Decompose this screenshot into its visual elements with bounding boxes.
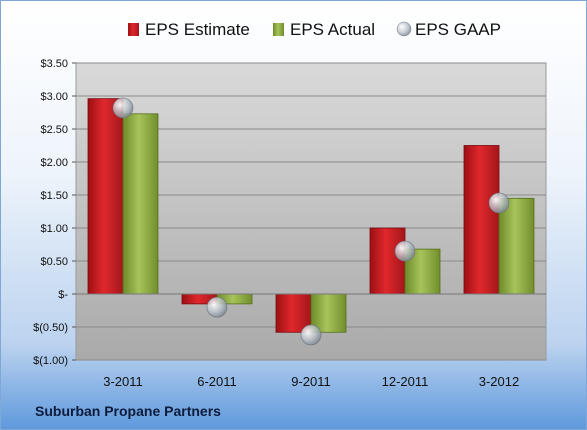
bar-eps-estimate — [463, 145, 500, 295]
x-tick-label: 9-2011 — [291, 374, 331, 389]
x-tick-label: 6-2011 — [197, 374, 237, 389]
bar-eps-estimate — [87, 98, 124, 295]
marker-eps-gaap — [206, 296, 228, 318]
company-name: Suburban Propane Partners — [35, 403, 221, 419]
marker-eps-gaap — [112, 97, 134, 119]
legend-eps-gaap-swatch — [396, 21, 412, 37]
x-tick-label: 12-2011 — [382, 374, 429, 389]
legend-eps-estimate-swatch — [128, 23, 139, 36]
y-axis: $3.50 $3.00 $2.50 $2.00 $1.50 $1.00 $0.50 $- $(0… — [33, 58, 76, 367]
marker-eps-gaap — [300, 324, 322, 346]
y-tick-label: $(1.00) — [33, 355, 68, 367]
y-tick-label: $3.00 — [40, 91, 68, 103]
marker-eps-gaap — [488, 192, 510, 214]
x-tick-label: 3-2011 — [103, 374, 143, 389]
gaap-markers — [112, 97, 510, 346]
y-tick-label: $(0.50) — [33, 322, 68, 334]
legend-eps-actual-label: EPS Actual — [290, 20, 375, 39]
y-tick-label: $3.50 — [40, 58, 68, 70]
bars — [87, 98, 535, 333]
marker-eps-gaap — [394, 240, 416, 262]
y-tick-label: $1.50 — [40, 190, 68, 202]
y-tick-label: $2.50 — [40, 124, 68, 136]
bar-eps-actual — [498, 197, 535, 295]
y-tick-label: $1.00 — [40, 223, 68, 235]
y-tick-label: $2.00 — [40, 157, 68, 169]
legend-eps-gaap-label: EPS GAAP — [415, 20, 501, 39]
bar-eps-actual — [122, 113, 159, 295]
bar-eps-estimate — [369, 227, 406, 295]
x-tick-label: 3-2012 — [479, 374, 519, 389]
y-tick-label: $0.50 — [40, 256, 68, 268]
legend-eps-actual-swatch — [273, 23, 284, 36]
bar-eps-estimate — [275, 293, 312, 333]
legend: EPS Estimate EPS Actual EPS GAAP — [128, 20, 501, 39]
y-tick-label: $- — [58, 289, 68, 301]
legend-eps-estimate-label: EPS Estimate — [145, 20, 250, 39]
x-axis: 3-2011 6-2011 9-2011 12-2011 3-2012 — [76, 293, 546, 389]
